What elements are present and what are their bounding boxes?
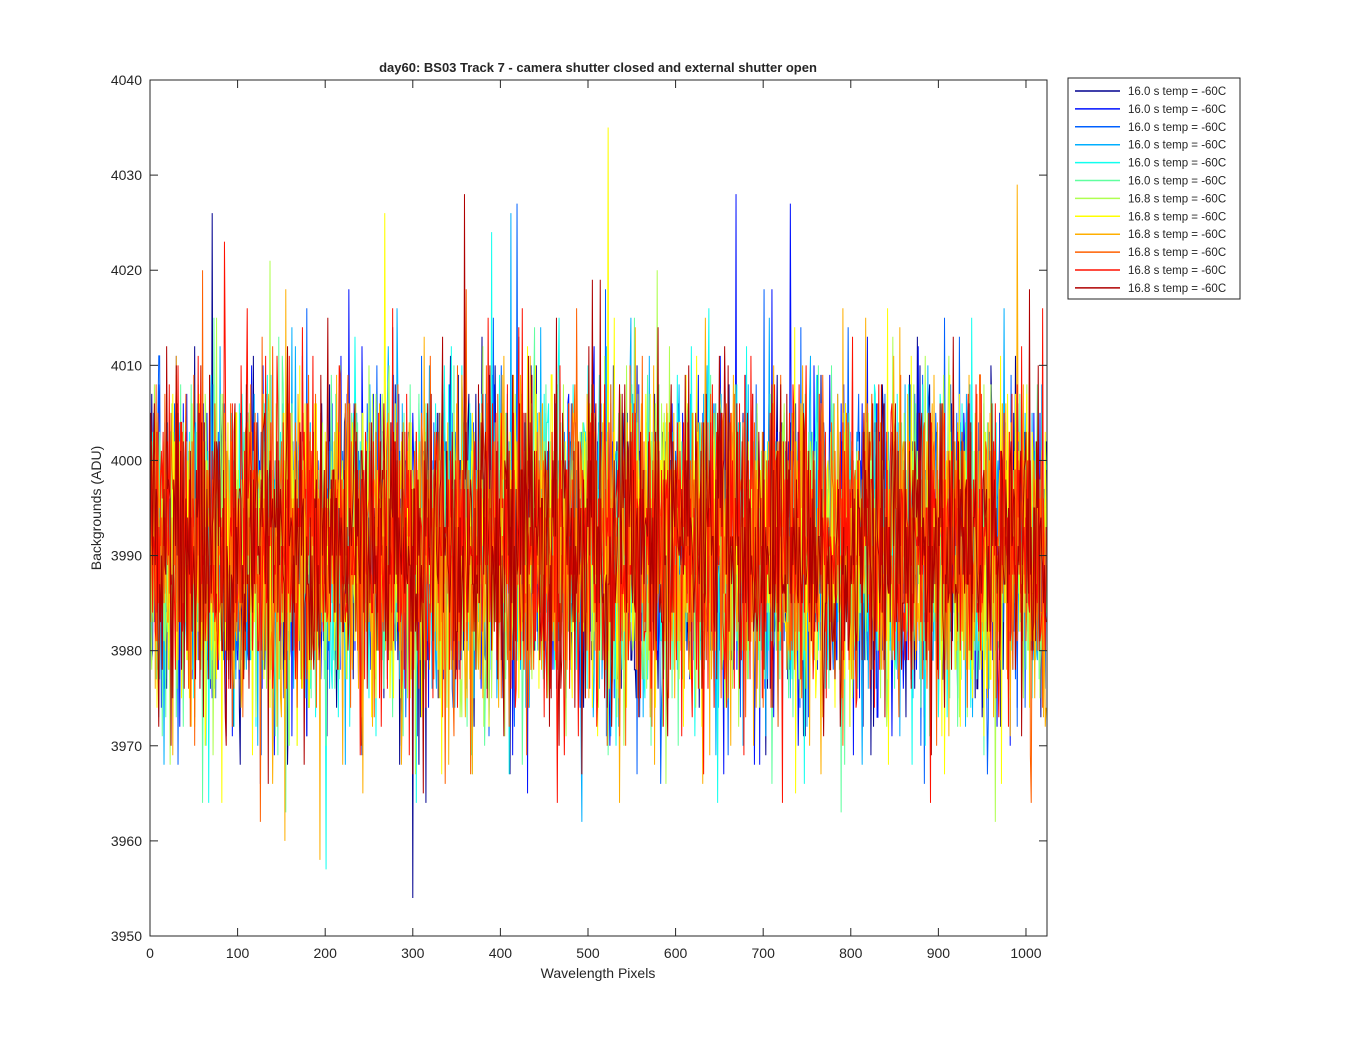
y-tick-label: 3970: [111, 738, 142, 754]
plot-lines: [149, 127, 1047, 898]
y-tick-label: 3980: [111, 643, 142, 659]
legend-entry-label: 16.8 s temp = -60C: [1128, 247, 1226, 259]
x-tick-label: 700: [752, 945, 776, 961]
y-tick-label: 3960: [111, 833, 142, 849]
x-tick-label: 600: [664, 945, 688, 961]
legend-entry-label: 16.0 s temp = -60C: [1128, 140, 1226, 152]
legend: 16.0 s temp = -60C 16.0 s temp = -60C 16.0…: [1067, 77, 1241, 300]
y-tick-label: 4010: [111, 357, 142, 373]
x-tick-label: 800: [839, 945, 863, 961]
chart-title: day60: BS03 Track 7 - camera shutter clo…: [379, 60, 817, 75]
y-tick-label: 4030: [111, 167, 142, 183]
legend-entry-label: 16.8 s temp = -60C: [1128, 193, 1226, 205]
x-tick-label: 900: [927, 945, 951, 961]
legend-entry-label: 16.8 s temp = -60C: [1128, 211, 1226, 223]
x-axis: 0 100 200 300 400 500 600 700 800 900 1000: [146, 80, 1042, 961]
legend-entry-label: 16.0 s temp = -60C: [1128, 104, 1226, 116]
legend-entry-label: 16.0 s temp = -60C: [1128, 158, 1226, 170]
y-tick-label: 4000: [111, 452, 142, 468]
y-tick-label: 3950: [111, 928, 142, 944]
plot-frame: [149, 79, 1048, 937]
x-tick-label: 500: [576, 945, 600, 961]
legend-entry-label: 16.8 s temp = -60C: [1128, 265, 1226, 277]
x-tick-label: 1000: [1010, 945, 1041, 961]
legend-box: [1067, 77, 1241, 300]
y-tick-label: 3990: [111, 548, 142, 564]
legend-entry-label: 16.8 s temp = -60C: [1128, 229, 1226, 241]
legend-entry-label: 16.8 s temp = -60C: [1128, 283, 1226, 295]
legend-entry-label: 16.0 s temp = -60C: [1128, 176, 1226, 188]
x-tick-label: 200: [314, 945, 338, 961]
x-axis-label: Wavelength Pixels: [541, 965, 656, 981]
x-tick-label: 400: [489, 945, 513, 961]
legend-entry-label: 16.0 s temp = -60C: [1128, 122, 1226, 134]
y-axis-label: Backgrounds (ADU): [88, 446, 104, 571]
series-line: [149, 194, 1047, 794]
y-tick-label: 4020: [111, 262, 142, 278]
x-tick-label: 0: [146, 945, 154, 961]
y-tick-label: 4040: [111, 72, 142, 88]
x-tick-label: 100: [226, 945, 250, 961]
legend-entry-label: 16.0 s temp = -60C: [1128, 86, 1226, 98]
x-tick-label: 300: [401, 945, 425, 961]
series-line: [149, 241, 1047, 803]
y-axis: 3950 3960 3970 3980 3990 4000 4010 4020 4030 4040: [111, 72, 1047, 944]
